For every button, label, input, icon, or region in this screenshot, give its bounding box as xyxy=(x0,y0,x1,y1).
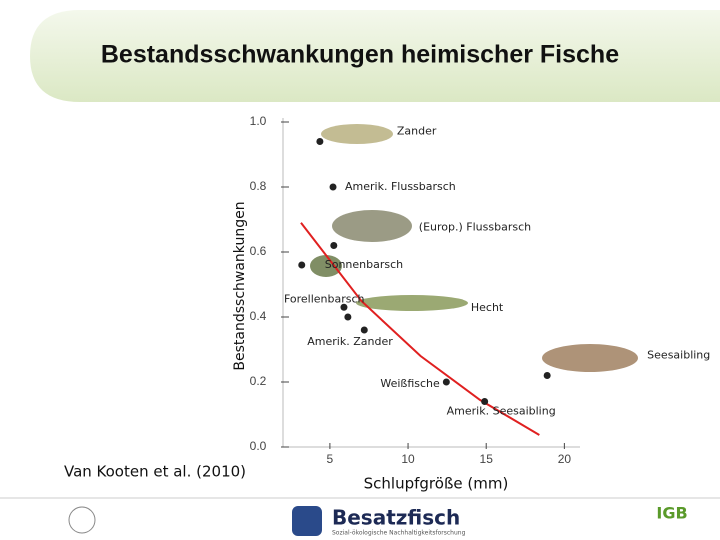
y-tick-label: 0.4 xyxy=(250,309,267,323)
point xyxy=(481,398,489,405)
fish-image xyxy=(321,124,393,144)
point xyxy=(330,242,338,249)
y-tick-label: 1.0 xyxy=(250,114,267,128)
title-banner xyxy=(30,10,720,102)
x-tick-label: 5 xyxy=(327,452,334,466)
point xyxy=(543,372,551,379)
point-label: Seesaibling xyxy=(647,349,710,362)
university-logo xyxy=(68,506,96,534)
point-label: Amerik. Seesaibling xyxy=(447,405,556,418)
y-axis-label: Bestandsschwankungen xyxy=(232,201,248,370)
point-label: Zander xyxy=(397,125,437,138)
y-tick-label: 0.0 xyxy=(250,439,267,453)
footer-tagline: Sozial-ökologische Nachhaltigkeitsforsch… xyxy=(332,530,466,537)
point-label: Forellenbarsch xyxy=(284,292,365,305)
besatzfisch-icon xyxy=(292,506,322,536)
point-label: (Europ.) Flussbarsch xyxy=(419,221,531,234)
fish-image xyxy=(310,255,342,277)
point xyxy=(360,326,368,334)
point-label: Hecht xyxy=(471,301,504,314)
plot: 0.0 0.2 0.4 0.6 0.8 1.0 5 10 15 20 Zander Amerik. F… xyxy=(250,114,711,466)
point xyxy=(316,138,324,145)
source: Van Kooten et al. (2010) xyxy=(64,463,246,481)
point-label: Amerik. Flussbarsch xyxy=(345,180,456,193)
x-tick-label: 10 xyxy=(401,452,415,466)
y-tick-label: 0.2 xyxy=(250,374,267,388)
point xyxy=(298,261,306,269)
point xyxy=(442,378,450,386)
fish-image xyxy=(542,344,638,372)
point-label: Weißfische xyxy=(380,377,440,390)
trend-line xyxy=(300,222,540,436)
x-tick-label: 20 xyxy=(558,452,572,466)
fish-image xyxy=(332,210,412,242)
point-label: Sonnenbarsch xyxy=(325,258,403,271)
y-tick-label: 0.8 xyxy=(250,179,267,193)
point xyxy=(329,183,337,191)
x-tick-label: 15 xyxy=(480,452,494,466)
point-label: Amerik. Zander xyxy=(307,335,393,348)
y-tick-label: 0.6 xyxy=(250,244,267,258)
x-axis-label: Schlupfgröße (mm) xyxy=(364,475,509,493)
title: Bestandsschwankungen heimischer Fische xyxy=(101,41,619,69)
partner-logo: IGB xyxy=(656,504,687,523)
point xyxy=(340,303,348,311)
point xyxy=(344,313,352,321)
fish-image xyxy=(356,295,468,311)
footer-logo: Besatzfisch xyxy=(332,506,460,530)
